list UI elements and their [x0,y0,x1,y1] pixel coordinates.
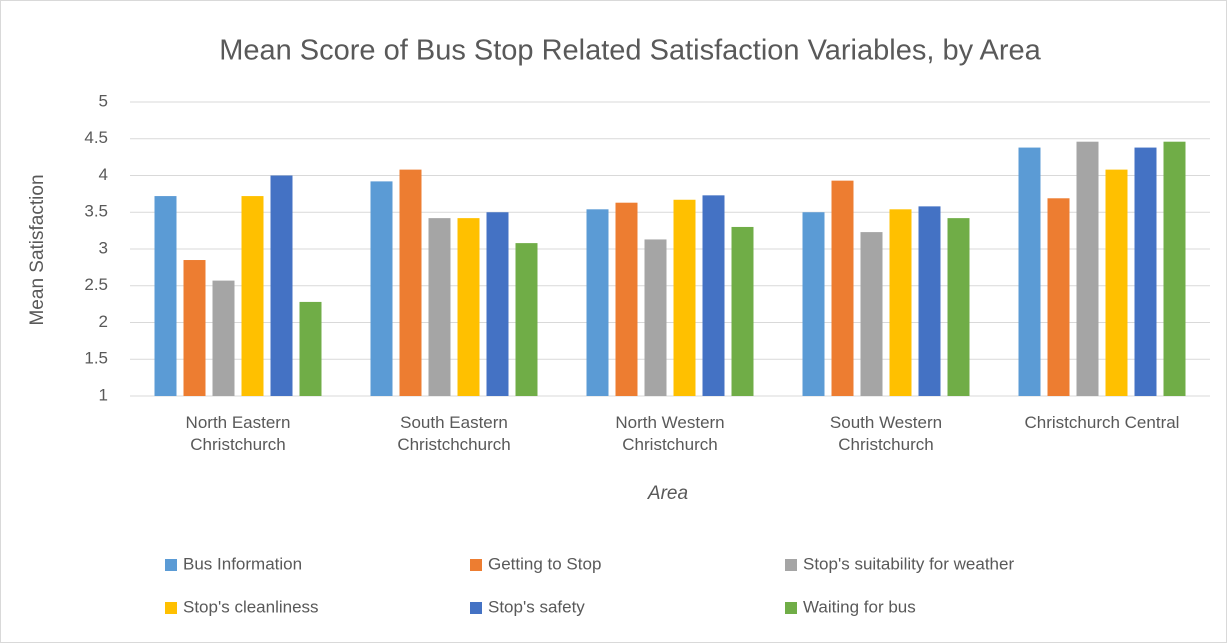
bar [673,199,696,396]
bar [457,218,480,396]
bar [299,301,322,396]
legend-swatch [470,602,482,614]
y-tick-label: 1.5 [84,349,108,368]
y-tick-label: 5 [99,91,108,110]
bar [831,180,854,396]
legend-label: Stop's cleanliness [183,597,319,616]
legend-swatch [165,602,177,614]
x-tick-label: Christchurch Central [1024,413,1180,432]
x-tick-label: North Western Christchurch [615,413,725,454]
legend-label: Getting to Stop [488,554,601,573]
bar [802,212,825,396]
bar [1163,141,1186,396]
bar [486,212,509,396]
bar [860,232,883,396]
bar [1105,169,1128,396]
bar [731,226,754,396]
y-tick-label: 1 [99,385,108,404]
x-tick-label: South Eastern Christchchurch [397,413,511,454]
bar [889,209,912,396]
legend-label: Stop's suitability for weather [803,554,1014,573]
bar [702,195,725,396]
bar [212,280,235,396]
legend-label: Stop's safety [488,597,585,616]
bar [428,218,451,396]
bar [241,196,264,396]
legend-swatch [470,559,482,571]
chart-title: Mean Score of Bus Stop Related Satisfact… [219,35,1041,67]
legend-label: Bus Information [183,554,302,573]
bar [1134,147,1157,396]
x-axis-label: Area [647,483,688,504]
y-tick-label: 3.5 [84,202,108,221]
bar [1018,147,1041,396]
x-tick-label: South Western Christchurch [829,413,943,454]
bar [615,202,638,396]
bar [1047,198,1070,396]
bar [370,181,393,396]
legend-swatch [785,559,797,571]
bar [644,239,667,396]
legend-swatch [165,559,177,571]
y-axis-label: Mean Satisfaction [27,174,48,325]
y-tick-label: 3 [99,238,108,257]
bar [586,209,609,396]
bar [947,218,970,396]
legend-label: Waiting for bus [803,597,916,616]
bar [154,196,177,396]
y-tick-label: 4 [99,165,108,184]
y-tick-label: 2.5 [84,275,108,294]
y-tick-label: 4.5 [84,128,108,147]
bar [515,243,538,396]
bar [183,260,206,396]
bar [1076,141,1099,396]
bar [270,175,293,396]
x-tick-label: North Eastern Christchurch [185,413,291,454]
y-tick-label: 2 [99,312,108,331]
legend-swatch [785,602,797,614]
bar [918,206,941,396]
bar [399,169,422,396]
